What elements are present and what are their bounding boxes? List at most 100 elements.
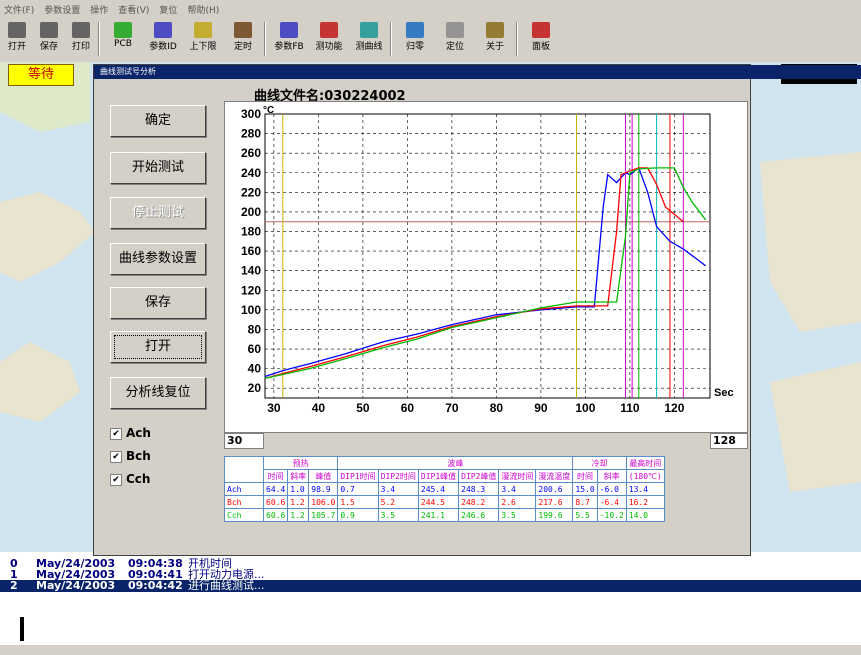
toolbar-separator bbox=[98, 22, 100, 56]
log-date: May/24/2003 bbox=[36, 579, 116, 592]
stop-test-button[interactable]: 停止测试 bbox=[110, 197, 206, 229]
ach-checkbox[interactable]: ✔ Ach bbox=[110, 426, 151, 440]
y-axis-label: °C bbox=[263, 105, 274, 116]
zero-icon bbox=[406, 22, 424, 38]
save-button[interactable]: 保存 bbox=[110, 287, 206, 319]
y-tick-label: 220 bbox=[241, 185, 261, 199]
toolbar-curve-test-button[interactable]: 测曲线 bbox=[350, 20, 388, 58]
menu-item-2[interactable]: 操作 bbox=[90, 6, 109, 16]
cch-label: Cch bbox=[126, 472, 151, 486]
menu-item-1[interactable]: 参数设置 bbox=[44, 6, 81, 16]
table-cell: 106.0 bbox=[308, 495, 339, 509]
toolbar-label: PCB bbox=[114, 39, 132, 49]
toolbar-label: 关于 bbox=[485, 42, 504, 52]
toolbar-panel-button[interactable]: 面板 bbox=[522, 20, 560, 58]
x-min-input[interactable]: 30 bbox=[224, 433, 264, 449]
limits-icon bbox=[194, 22, 212, 38]
curve-params-button[interactable]: 曲线参数设置 bbox=[110, 243, 206, 275]
table-row: Bch 60.6 1.2 106.0 1.5 5.2 244.5 248.2 2.6 217.6 8… bbox=[224, 495, 665, 509]
subheader-cell: 斜率 bbox=[596, 469, 627, 483]
toolbar-open-button[interactable]: 打开 bbox=[2, 20, 32, 58]
toolbar-save-button[interactable]: 保存 bbox=[34, 20, 64, 58]
table-cell: -10.2 bbox=[596, 508, 627, 522]
log-message: 开机时间 bbox=[188, 557, 232, 570]
toolbar-locate-button[interactable]: 定位 bbox=[436, 20, 474, 58]
table-row: Cch 60.6 1.2 105.7 0.9 3.5 241.1 246.6 3.5 199.6 5… bbox=[224, 508, 665, 522]
table-cell: 1.2 bbox=[287, 508, 310, 522]
checkmark-icon: ✔ bbox=[110, 450, 122, 463]
menu-item-4[interactable]: 复位 bbox=[159, 6, 178, 16]
subheader-cell: 峰值 bbox=[308, 469, 339, 483]
table-cell: 217.6 bbox=[535, 495, 574, 509]
text-caret bbox=[20, 617, 24, 641]
subheader-cell: DIP2时间 bbox=[377, 469, 419, 483]
toolbar-label: 测功能 bbox=[315, 42, 343, 52]
toolbar-separator bbox=[516, 22, 518, 56]
series-line-0 bbox=[264, 166, 706, 378]
start-test-button[interactable]: 开始测试 bbox=[110, 152, 206, 184]
log-row[interactable]: 1 May/24/2003 09:04:41 打开动力电源... bbox=[0, 569, 861, 581]
y-tick-label: 260 bbox=[241, 146, 261, 160]
table-cell: 14.0 bbox=[625, 508, 665, 522]
log-time: 09:04:42 bbox=[128, 579, 183, 592]
subheader-cell: DIP1时间 bbox=[337, 469, 379, 483]
table-cell: -6.0 bbox=[596, 482, 627, 496]
table-cell: 3.4 bbox=[498, 482, 537, 496]
x-axis-label: Sec bbox=[714, 387, 734, 399]
bch-checkbox[interactable]: ✔ Bch bbox=[110, 449, 151, 463]
toolbar-print-button[interactable]: 打印 bbox=[66, 20, 96, 58]
menu-item-0[interactable]: 文件(F) bbox=[4, 6, 35, 16]
y-tick-label: 160 bbox=[241, 244, 261, 258]
toolbar-label: 测曲线 bbox=[355, 42, 383, 52]
toolbar-label: 上下限 bbox=[189, 42, 217, 52]
y-tick-label: 120 bbox=[241, 283, 261, 297]
series-line-2 bbox=[264, 167, 707, 380]
table-cell: 0.7 bbox=[337, 482, 379, 496]
checkmark-icon: ✔ bbox=[110, 427, 122, 440]
save-icon bbox=[40, 22, 58, 38]
toolbar-param-button[interactable]: 参数ID bbox=[144, 20, 182, 58]
temperature-curve-chart: 20 40 60 80 100 120 140 160 180 200 220 240 260 280 30… bbox=[224, 101, 748, 433]
menu-item-5[interactable]: 帮助(H) bbox=[187, 6, 220, 16]
toolbar-function-test-button[interactable]: 测功能 bbox=[310, 20, 348, 58]
toolbar-zero-button[interactable]: 归零 bbox=[396, 20, 434, 58]
toolbar-timer-button[interactable]: 定时 bbox=[224, 20, 262, 58]
toolbar-limits-button[interactable]: 上下限 bbox=[184, 20, 222, 58]
corner-cell bbox=[224, 456, 264, 483]
menu-item-3[interactable]: 查看(V) bbox=[118, 6, 150, 16]
subheader-cell: 斜率 bbox=[287, 469, 310, 483]
log-row[interactable]: 0 May/24/2003 09:04:38 开机时间 bbox=[0, 558, 861, 570]
row-name: Bch bbox=[224, 495, 264, 509]
toolbar-label: 参数ID bbox=[149, 42, 177, 52]
table-cell: 246.6 bbox=[458, 508, 500, 522]
table-cell: 13.4 bbox=[625, 482, 665, 496]
cch-checkbox[interactable]: ✔ Cch bbox=[110, 472, 150, 486]
x-max-input[interactable]: 128 bbox=[710, 433, 748, 449]
log-index: 2 bbox=[10, 579, 18, 592]
toolbar-pcb-button[interactable]: PCB bbox=[104, 20, 142, 58]
subheader-cell: DIP1峰值 bbox=[417, 469, 460, 483]
x-tick-label: 50 bbox=[356, 401, 370, 415]
toolbar-label: 参数FB bbox=[274, 42, 304, 52]
reset-analysis-line-button[interactable]: 分析线复位 bbox=[110, 377, 206, 409]
x-tick-label: 40 bbox=[312, 401, 326, 415]
analysis-table: 预热 波峰 冷却 最高时间 时间 斜率 峰值 DIP1时间 DIP2时间 DIP1峰值 DI… bbox=[224, 456, 665, 522]
peak-time-header: 最高时间 bbox=[625, 456, 665, 470]
log-time: 09:04:38 bbox=[128, 557, 183, 570]
confirm-button[interactable]: 确定 bbox=[110, 105, 206, 137]
curve-test-icon bbox=[360, 22, 378, 38]
y-tick-label: 40 bbox=[248, 362, 262, 376]
log-row[interactable]: 2 May/24/2003 09:04:42 进行曲线测试... bbox=[0, 580, 861, 592]
status-bar bbox=[0, 645, 861, 655]
open-button[interactable]: 打开 bbox=[110, 331, 206, 363]
wave-header: 波峰 bbox=[337, 456, 574, 470]
event-log: 0 May/24/2003 09:04:38 开机时间 1 May/24/2003 09:0… bbox=[0, 556, 861, 601]
subheader-row: 时间 斜率 峰值 DIP1时间 DIP2时间 DIP1峰值 DIP2峰值 漫流时间 漫流温度 时间… bbox=[225, 469, 665, 483]
table-cell: 60.6 bbox=[262, 508, 289, 522]
table-cell: 60.6 bbox=[262, 495, 289, 509]
toolbar-label: 定位 bbox=[445, 42, 464, 52]
toolbar-about-button[interactable]: 关于 bbox=[476, 20, 514, 58]
toolbar-param-fb-button[interactable]: 参数FB bbox=[270, 20, 308, 58]
toolbar-label: 打印 bbox=[71, 42, 90, 52]
y-tick-label: 60 bbox=[248, 342, 262, 356]
